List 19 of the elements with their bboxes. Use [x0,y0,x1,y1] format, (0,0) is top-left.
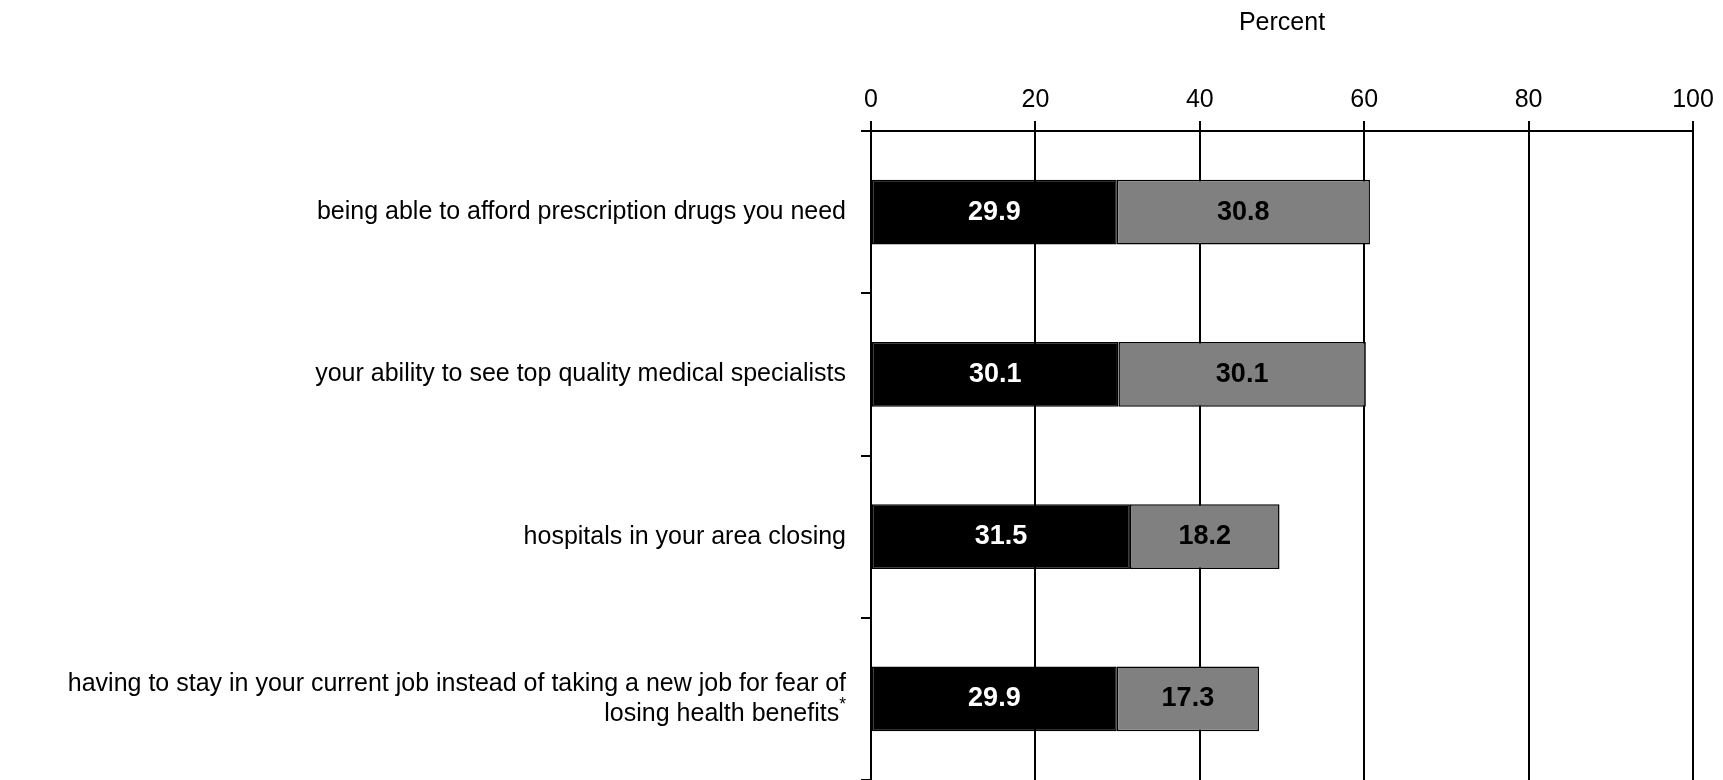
data-label: 30.1 [1215,357,1269,388]
x-tick-label: 60 [1350,83,1379,112]
data-label: 29.9 [968,195,1021,226]
y-tick-label: hospitals in your area closing [523,520,847,549]
data-label: 17.3 [1161,682,1215,713]
data-label: 31.5 [974,520,1028,551]
data-label: 30.1 [968,357,1022,388]
x-tick-label: 40 [1185,83,1214,112]
data-label: 29.9 [968,682,1021,713]
category-label: having to stay in your current job instead of taking a new job for fear of losing health benefits* [67,667,847,726]
y-tick-label: your ability to see top quality medical specialists [315,358,847,387]
x-axis-title: Percent [1238,6,1326,35]
x-tick-label: 20 [1021,83,1050,112]
x-tick-label: 100 [1672,83,1714,112]
y-tick-label: being able to afford prescription drugs you need [316,196,847,225]
x-tick-label: 0 [864,83,878,112]
x-tick-label: 80 [1514,83,1543,112]
data-label: 30.8 [1217,195,1270,226]
data-label: 18.2 [1178,520,1232,551]
